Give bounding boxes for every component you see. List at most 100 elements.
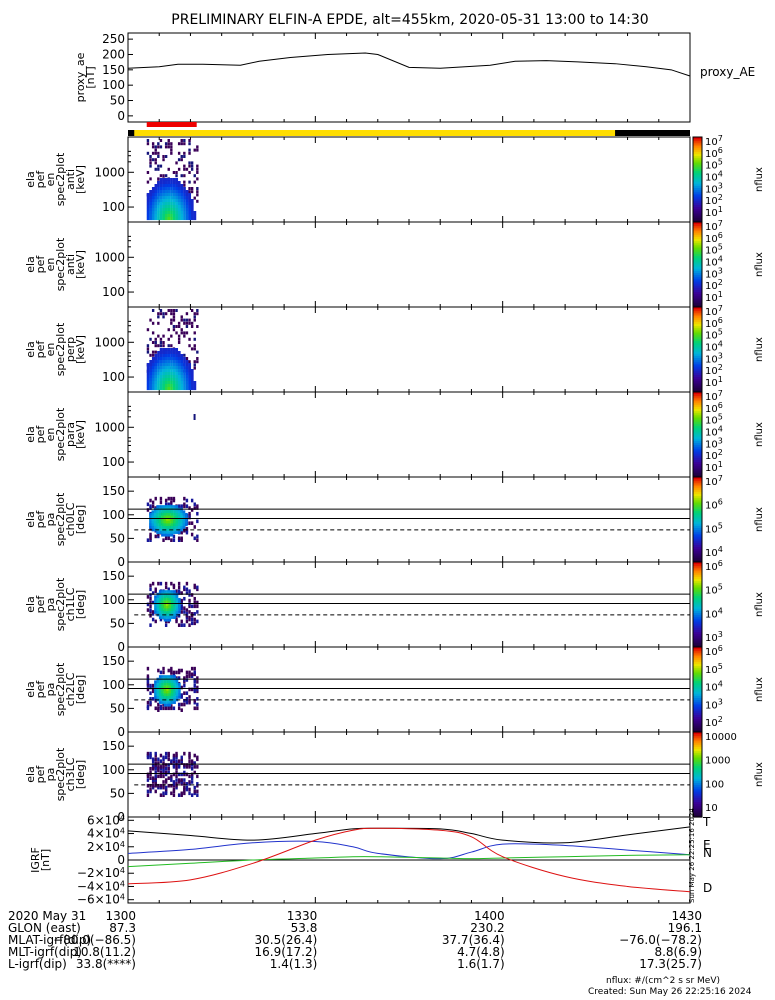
spectrogram-cell: [154, 600, 157, 604]
spectrogram-cell: [167, 142, 170, 146]
spectrogram-cell: [162, 369, 166, 373]
colorbar-segment: [693, 398, 702, 402]
ephemeris-value: 230.2: [470, 921, 504, 935]
spectrogram-cell: [175, 763, 178, 767]
spectrogram-cell: [166, 595, 169, 599]
panels-layer: 250200150100500proxy_AEproxy_ae[nT]10001…: [8, 32, 765, 971]
spectrogram-cell: [146, 372, 150, 376]
spectrogram-cell: [159, 181, 163, 185]
spectrogram-cell: [175, 690, 179, 694]
spectrogram-cell: [168, 531, 171, 534]
y-axis-label-line: pa: [44, 683, 57, 697]
colorbar-segment: [693, 651, 702, 654]
spectrogram-cell: [177, 190, 181, 194]
spectrogram-cell: [190, 621, 194, 626]
spectrogram-cell: [173, 693, 176, 697]
spectrogram-cell: [180, 759, 183, 763]
spectrogram-cell: [156, 600, 160, 604]
spectrogram-cell: [175, 761, 178, 765]
spectrogram-cell: [175, 211, 179, 215]
colorbar-segment: [693, 494, 702, 497]
spectrogram-cell: [162, 381, 166, 385]
colorbar-segment: [693, 207, 702, 210]
spectrogram-cell: [172, 498, 176, 503]
spectrogram-cell: [151, 196, 155, 200]
y-axis-label-line: [keV]: [74, 335, 87, 364]
spectrogram-cell: [146, 680, 150, 684]
spectrogram-cell: [168, 605, 172, 609]
colorbar-segment: [693, 268, 702, 272]
spectrogram-cell: [157, 312, 160, 316]
spectrogram-cell: [185, 331, 189, 335]
spectrogram-cell: [177, 765, 181, 769]
spectrogram-cell: [157, 357, 160, 361]
spectrogram-cell: [163, 515, 167, 519]
colorbar-segment: [693, 668, 702, 671]
spectrogram-cell: [183, 763, 186, 767]
spectrogram-cell: [173, 597, 176, 601]
spectrogram-cell: [149, 372, 153, 376]
spectrogram-cell: [159, 704, 163, 709]
spectrogram-cell: [196, 164, 199, 168]
spectrogram-cell: [180, 761, 183, 765]
spectrogram-cell: [149, 387, 153, 391]
colorbar-segment: [693, 260, 702, 263]
colorbar-segment: [693, 317, 702, 321]
spectrogram-cell: [190, 372, 194, 376]
spectrogram-cell: [193, 315, 196, 319]
colorbar-segment: [693, 481, 702, 484]
y-tick-label: 150: [102, 63, 125, 77]
colorbar-segment: [693, 606, 702, 610]
spectrogram-cell: [168, 603, 172, 606]
spectrogram-cell: [180, 381, 184, 385]
spectrogram-cell: [172, 783, 176, 788]
spectrogram-cell: [172, 763, 176, 767]
spectrogram-cell: [190, 498, 194, 503]
spectrogram-cell: [161, 675, 164, 678]
spectrogram-cell: [146, 666, 150, 671]
spectrogram-cell: [173, 525, 176, 529]
spectrogram-cell: [162, 770, 165, 775]
spectrogram-cell: [185, 193, 189, 197]
spectrogram-cell: [172, 199, 176, 203]
spectrogram-cell: [177, 351, 181, 355]
spectrogram-cell: [180, 366, 184, 370]
spectrogram-cell: [149, 525, 152, 529]
spectrogram-cells: [146, 139, 199, 221]
spectrogram-cell: [196, 689, 199, 694]
y-axis-label-line: en: [44, 428, 57, 442]
spectrogram-cell: [196, 610, 199, 614]
colorbar-segment: [693, 222, 702, 225]
colorbar-segment: [693, 500, 702, 504]
spectrogram-cell: [146, 602, 150, 607]
spectrogram-cell: [172, 357, 176, 361]
igrf-series-D: [127, 827, 691, 893]
spectrogram-cell: [149, 610, 152, 614]
spectrogram-cell: [182, 510, 186, 514]
spectrogram-cell: [163, 690, 167, 694]
spectrogram-cell: [162, 193, 166, 197]
spectrogram-cell: [177, 217, 181, 221]
y-axis-label-line: spec2plot: [54, 152, 67, 206]
spectrogram-cell: [161, 605, 164, 609]
spectrogram-cell: [188, 196, 192, 200]
panel-en_spec2plot_para: 1000100107106105104103102101nfluxelapefe…: [24, 389, 765, 478]
spectrogram-cell: [146, 755, 150, 760]
spectrogram-cell: [185, 772, 189, 777]
spectrogram-cell: [172, 328, 176, 332]
spectrogram-cell: [154, 682, 157, 686]
spectrogram-cell: [159, 375, 163, 379]
spectrogram-cell: [185, 381, 189, 385]
spectrogram-cell: [170, 500, 173, 505]
spectrogram-cell: [146, 378, 150, 382]
spectrogram-cell: [154, 619, 157, 624]
spectrogram-cell: [193, 789, 196, 794]
spectrogram-cell: [156, 695, 160, 699]
y-tick-label: 1000: [94, 250, 125, 264]
spectrogram-cell: [157, 354, 160, 358]
spectrogram-cell: [161, 695, 164, 699]
colorbar-segment: [693, 309, 702, 312]
spectrogram-cell: [183, 702, 186, 707]
colorbar-segment: [693, 800, 702, 803]
y-axis-label-line: pef: [34, 425, 47, 444]
